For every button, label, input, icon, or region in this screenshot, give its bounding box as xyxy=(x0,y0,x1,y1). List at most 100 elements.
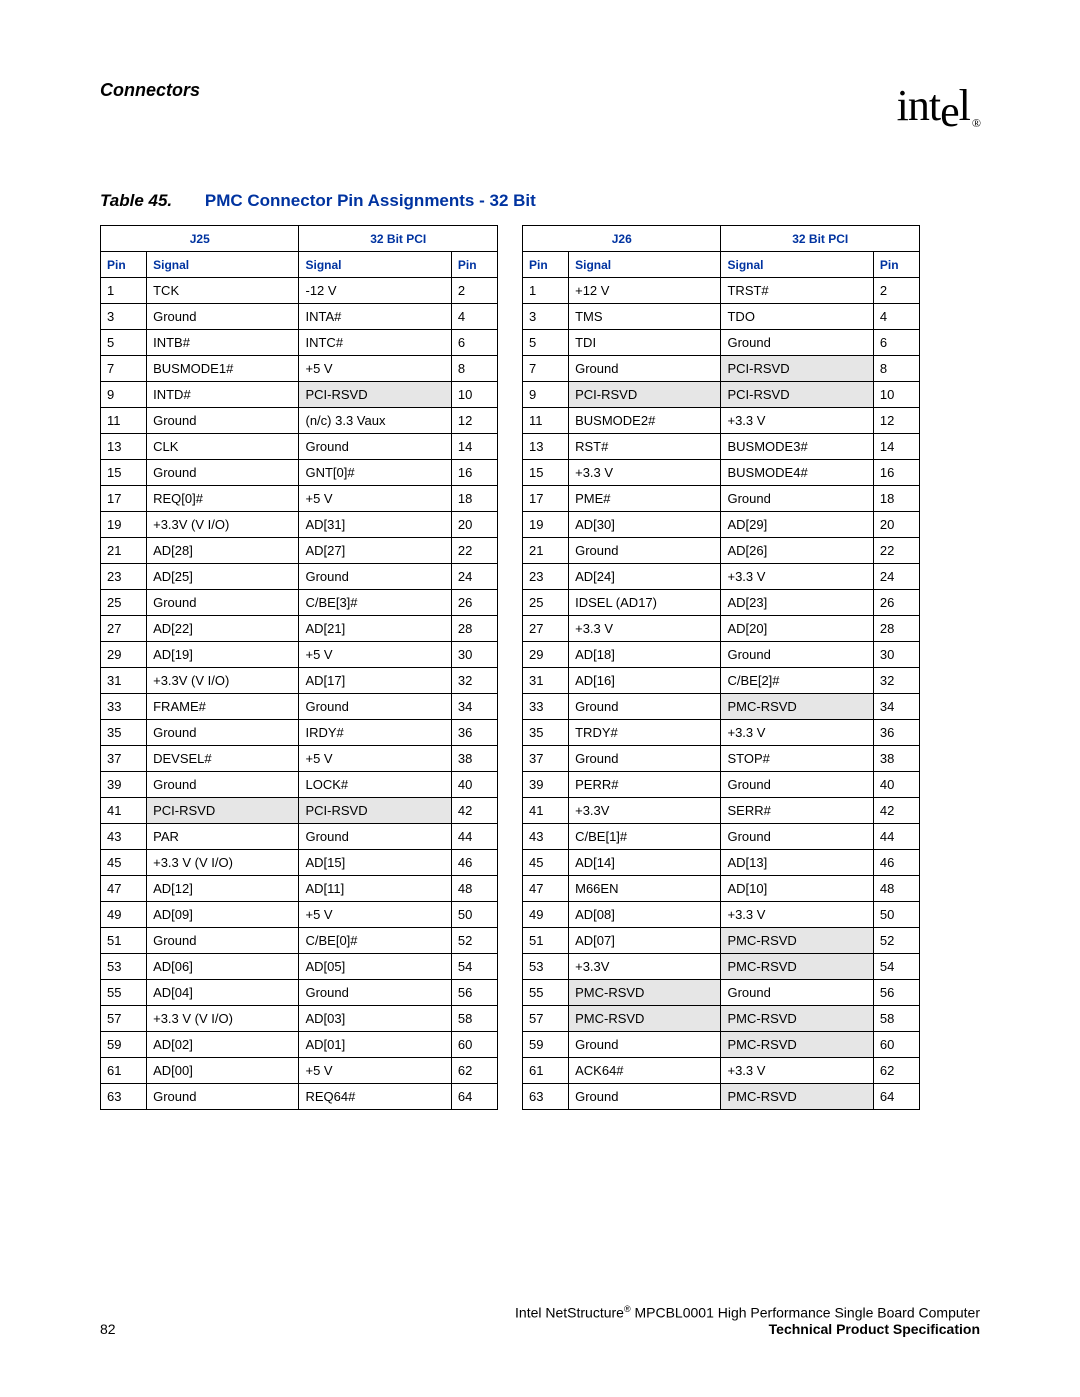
pin-cell: 19 xyxy=(523,512,569,538)
pin-cell: 21 xyxy=(101,538,147,564)
pin-cell: 58 xyxy=(451,1006,497,1032)
pin-cell: 26 xyxy=(873,590,919,616)
signal-cell: PMC-RSVD xyxy=(721,1084,873,1110)
signal-cell: PERR# xyxy=(569,772,721,798)
pin-cell: 23 xyxy=(101,564,147,590)
pin-cell: 13 xyxy=(101,434,147,460)
pin-cell: 35 xyxy=(101,720,147,746)
signal-cell: TRDY# xyxy=(569,720,721,746)
pin-cell: 24 xyxy=(873,564,919,590)
signal-cell: AD[26] xyxy=(721,538,873,564)
signal-cell: AD[20] xyxy=(721,616,873,642)
pin-cell: 54 xyxy=(873,954,919,980)
signal-cell: AD[03] xyxy=(299,1006,451,1032)
signal-cell: Ground xyxy=(721,772,873,798)
pin-cell: 61 xyxy=(101,1058,147,1084)
signal-cell: SERR# xyxy=(721,798,873,824)
signal-cell: IDSEL (AD17) xyxy=(569,590,721,616)
signal-cell: AD[02] xyxy=(147,1032,299,1058)
table-row: 19AD[30]AD[29]20 xyxy=(523,512,920,538)
signal-cell: Ground xyxy=(569,356,721,382)
pin-cell: 17 xyxy=(101,486,147,512)
signal-cell: Ground xyxy=(147,928,299,954)
table-row: 63GroundPMC-RSVD64 xyxy=(523,1084,920,1110)
pin-cell: 63 xyxy=(101,1084,147,1110)
signal-cell: PCI-RSVD xyxy=(299,382,451,408)
table-row: 21GroundAD[26]22 xyxy=(523,538,920,564)
signal-cell: +5 V xyxy=(299,1058,451,1084)
signal-cell: BUSMODE3# xyxy=(721,434,873,460)
pin-table-j26: J26 32 Bit PCI Pin Signal Signal Pin 1+1… xyxy=(522,225,920,1110)
signal-cell: Ground xyxy=(569,694,721,720)
pin-cell: 64 xyxy=(873,1084,919,1110)
table-row: 29AD[18]Ground30 xyxy=(523,642,920,668)
group-header: 32 Bit PCI xyxy=(299,226,498,252)
signal-cell: PCI-RSVD xyxy=(147,798,299,824)
pin-cell: 2 xyxy=(873,278,919,304)
signal-cell: DEVSEL# xyxy=(147,746,299,772)
table-row: 21AD[28]AD[27]22 xyxy=(101,538,498,564)
table-row: 41PCI-RSVDPCI-RSVD42 xyxy=(101,798,498,824)
signal-cell: PCI-RSVD xyxy=(721,382,873,408)
pin-cell: 42 xyxy=(451,798,497,824)
table-row: 23AD[25]Ground24 xyxy=(101,564,498,590)
pin-cell: 63 xyxy=(523,1084,569,1110)
pin-table-j25: J25 32 Bit PCI Pin Signal Signal Pin 1TC… xyxy=(100,225,498,1110)
table-row: 13CLKGround14 xyxy=(101,434,498,460)
signal-cell: +3.3 V xyxy=(569,460,721,486)
signal-cell: AD[01] xyxy=(299,1032,451,1058)
signal-cell: +3.3 V (V I/O) xyxy=(147,850,299,876)
signal-cell: AD[00] xyxy=(147,1058,299,1084)
signal-cell: +3.3V (V I/O) xyxy=(147,668,299,694)
signal-cell: PMC-RSVD xyxy=(721,928,873,954)
pin-cell: 54 xyxy=(451,954,497,980)
signal-cell: IRDY# xyxy=(299,720,451,746)
table-row: 55AD[04]Ground56 xyxy=(101,980,498,1006)
signal-cell: AD[11] xyxy=(299,876,451,902)
pin-cell: 21 xyxy=(523,538,569,564)
signal-cell: Ground xyxy=(147,460,299,486)
signal-cell: PCI-RSVD xyxy=(721,356,873,382)
signal-cell: +3.3 V xyxy=(721,1058,873,1084)
pin-cell: 51 xyxy=(101,928,147,954)
signal-cell: INTA# xyxy=(299,304,451,330)
signal-cell: AD[29] xyxy=(721,512,873,538)
table-row: 31+3.3V (V I/O)AD[17]32 xyxy=(101,668,498,694)
signal-cell: AD[10] xyxy=(721,876,873,902)
table-row: 43PARGround44 xyxy=(101,824,498,850)
pin-cell: 25 xyxy=(101,590,147,616)
pin-cell: 4 xyxy=(873,304,919,330)
table-row: 45+3.3 V (V I/O)AD[15]46 xyxy=(101,850,498,876)
pin-cell: 1 xyxy=(523,278,569,304)
table-row: 51AD[07]PMC-RSVD52 xyxy=(523,928,920,954)
pin-cell: 37 xyxy=(523,746,569,772)
pin-cell: 49 xyxy=(101,902,147,928)
pin-cell: 64 xyxy=(451,1084,497,1110)
pin-cell: 40 xyxy=(873,772,919,798)
pin-cell: 61 xyxy=(523,1058,569,1084)
signal-cell: AD[12] xyxy=(147,876,299,902)
table-row: 39PERR#Ground40 xyxy=(523,772,920,798)
table-label: Table 45. xyxy=(100,191,172,210)
table-row: 57+3.3 V (V I/O)AD[03]58 xyxy=(101,1006,498,1032)
table-row: 51GroundC/BE[0]#52 xyxy=(101,928,498,954)
pin-cell: 22 xyxy=(873,538,919,564)
pin-cell: 3 xyxy=(101,304,147,330)
signal-cell: Ground xyxy=(721,330,873,356)
pin-cell: 42 xyxy=(873,798,919,824)
table-row: 33FRAME#Ground34 xyxy=(101,694,498,720)
footer-line1: Intel NetStructure® MPCBL0001 High Perfo… xyxy=(515,1304,980,1321)
table-caption: Table 45. PMC Connector Pin Assignments … xyxy=(100,191,980,211)
signal-cell: INTC# xyxy=(299,330,451,356)
pin-cell: 9 xyxy=(523,382,569,408)
signal-cell: ACK64# xyxy=(569,1058,721,1084)
pin-cell: 11 xyxy=(523,408,569,434)
signal-cell: PMC-RSVD xyxy=(721,1006,873,1032)
table-row: 13RST#BUSMODE3#14 xyxy=(523,434,920,460)
signal-cell: +3.3 V xyxy=(721,720,873,746)
table-row: 29AD[19]+5 V30 xyxy=(101,642,498,668)
footer-line2: Technical Product Specification xyxy=(515,1321,980,1337)
pin-cell: 7 xyxy=(101,356,147,382)
signal-cell: BUSMODE1# xyxy=(147,356,299,382)
group-header: 32 Bit PCI xyxy=(721,226,920,252)
